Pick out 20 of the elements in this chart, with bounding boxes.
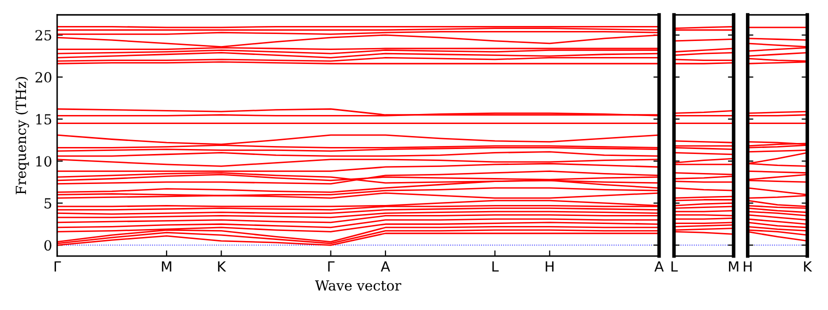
x-tick-label: A — [380, 261, 390, 272]
x-tick-label: M — [162, 261, 172, 272]
y-axis-title: Frequency (THz) — [15, 77, 30, 194]
x-tick-label: K — [218, 261, 226, 272]
x-tick-label: Γ — [54, 261, 61, 272]
x-tick-label: Γ — [328, 261, 335, 272]
x-tick-label: A — [654, 261, 664, 272]
x-tick-label: M — [728, 261, 738, 272]
y-tick-label: 20 — [36, 72, 52, 83]
x-axis-title: Wave vector — [315, 280, 402, 291]
y-tick-label: 5 — [44, 198, 52, 209]
x-tick-label: L — [492, 261, 499, 272]
y-tick-label: 25 — [36, 30, 52, 41]
y-tick-label: 0 — [44, 240, 52, 251]
x-tick-label: K — [804, 261, 812, 272]
x-tick-label: H — [744, 261, 752, 272]
y-tick-label: 15 — [36, 114, 52, 125]
y-tick-label: 10 — [36, 156, 52, 167]
x-tick-label: L — [671, 261, 678, 272]
x-tick-label: H — [546, 261, 554, 272]
